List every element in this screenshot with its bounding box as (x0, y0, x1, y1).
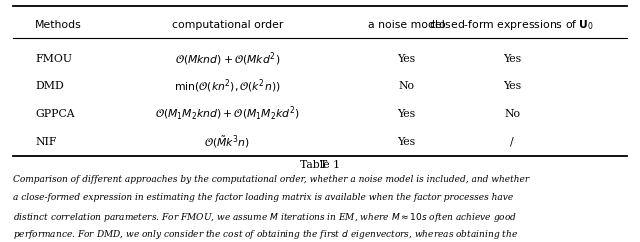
Text: distinct correlation parameters. For FMOU, we assume $M$ iterations in EM, where: distinct correlation parameters. For FMO… (13, 211, 517, 224)
Text: a noise model: a noise model (368, 20, 445, 30)
Text: DMD: DMD (35, 81, 64, 91)
Text: Comparison of different approaches by the computational order, whether a noise m: Comparison of different approaches by th… (13, 175, 529, 184)
Text: Table 1: Table 1 (300, 160, 340, 170)
Text: No: No (398, 81, 415, 91)
Text: No: No (504, 109, 520, 119)
Text: FMOU: FMOU (35, 54, 72, 64)
Text: GPPCA: GPPCA (35, 109, 75, 119)
Text: $\min(\mathcal{O}(kn^2),\mathcal{O}(k^2n))$: $\min(\mathcal{O}(kn^2),\mathcal{O}(k^2n… (174, 77, 280, 95)
Text: Yes: Yes (397, 54, 415, 64)
Text: Yes: Yes (503, 54, 521, 64)
Text: a close-formed expression in estimating the factor loading matrix is available w: a close-formed expression in estimating … (13, 193, 513, 202)
Text: /: / (510, 136, 514, 147)
Text: $\mathcal{O}(Mknd) + \mathcal{O}(Mkd^2)$: $\mathcal{O}(Mknd) + \mathcal{O}(Mkd^2)$ (175, 51, 280, 68)
Text: computational order: computational order (172, 20, 283, 30)
Text: Yes: Yes (503, 81, 521, 91)
Text: Yes: Yes (397, 136, 415, 147)
Text: T: T (320, 160, 327, 170)
Text: performance. For DMD, we only consider the cost of obtaining the first $d$ eigen: performance. For DMD, we only consider t… (13, 228, 518, 242)
Text: $\mathcal{O}(\tilde{M}k^3n)$: $\mathcal{O}(\tilde{M}k^3n)$ (204, 133, 250, 150)
Text: Yes: Yes (397, 109, 415, 119)
Text: $\mathcal{O}(M_1 M_2 knd) + \mathcal{O}(M_1 M_2 kd^2)$: $\mathcal{O}(M_1 M_2 knd) + \mathcal{O}(… (155, 105, 300, 123)
Text: closed-form expressions of $\mathbf{U}_0$: closed-form expressions of $\mathbf{U}_0… (429, 18, 595, 32)
Text: NIF: NIF (35, 136, 57, 147)
Text: Methods: Methods (35, 20, 82, 30)
